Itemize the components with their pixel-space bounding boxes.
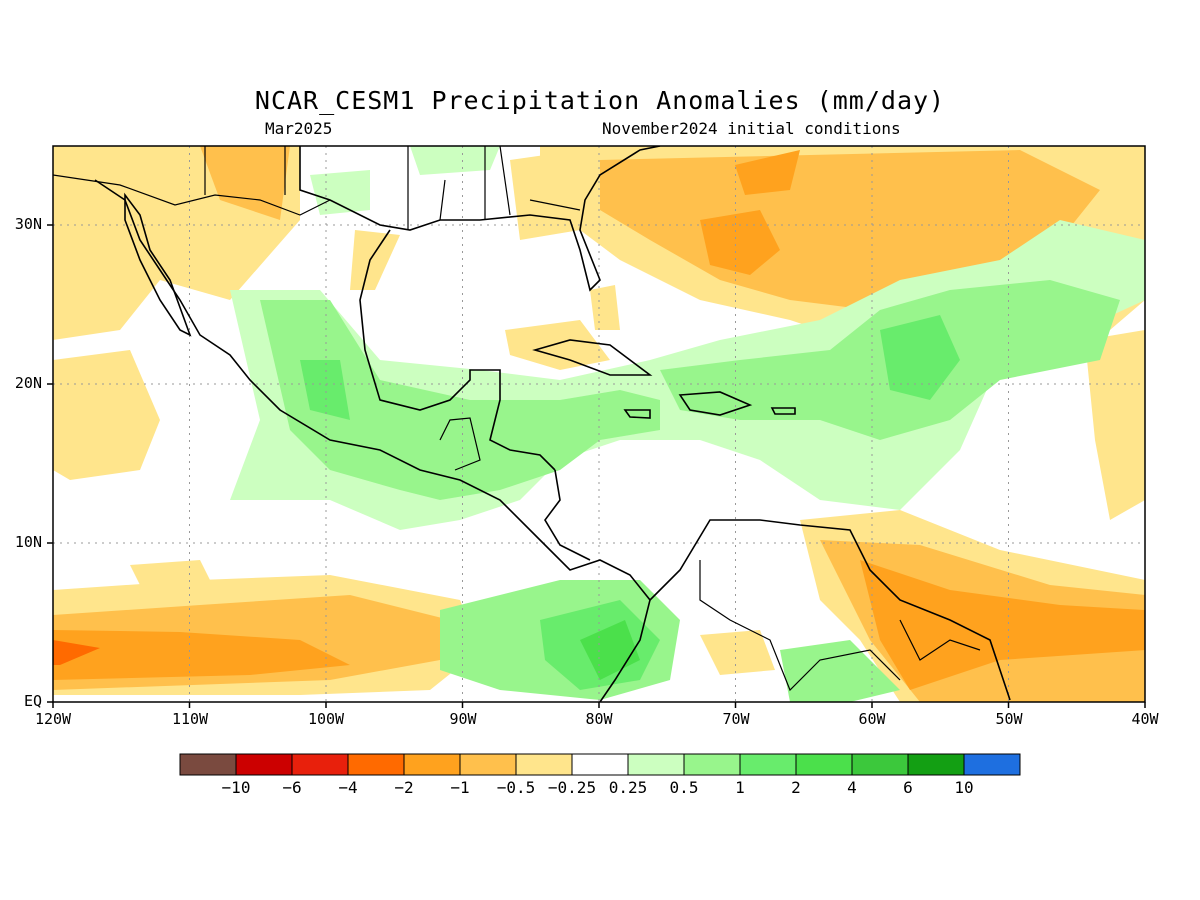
us-state-lines [204,146,581,230]
guianas-borders [899,619,981,661]
x-tick-80w: 80W [585,710,613,728]
wet-anomaly-atlantic-core [880,315,960,400]
x-tick-70w: 70W [722,710,750,728]
mexico-pacific-coast [94,179,651,702]
cuba [532,339,653,376]
y-tick-10n: 10N [14,533,42,551]
x-tick-90w: 90W [449,710,477,728]
dry-anomaly-gulf-west [350,230,400,290]
tick-marks [47,224,1146,708]
y-tick-20n: 20N [14,374,42,392]
south-america-north-coast [649,519,1011,701]
jamaica [623,409,651,419]
dry-anomaly-pacific-south-core [53,630,350,680]
colorbar-swatch-11 [795,753,853,776]
colorbar-swatch-6 [515,753,573,776]
colorbar-label-10: 2 [791,778,801,797]
dry-anomaly-pacific-west [53,350,160,480]
valid-month: Mar2025 [265,119,333,138]
coastlines [94,146,1011,702]
colorbar-swatch-1 [235,753,293,776]
colorbar-swatch-14 [963,753,1021,776]
colorbar-label-5: −0.5 [496,778,536,797]
dry-anomaly-pacific-south-max [53,640,100,665]
wet-anomaly-mexico [260,300,660,500]
wet-anomaly-venezuela [780,640,900,702]
baja-california [124,192,192,337]
colorbar-label-3: −2 [394,778,414,797]
colorbar-swatch-0 [179,753,237,776]
colorbar-label-2: −4 [338,778,358,797]
colorbar-swatch-3 [347,753,405,776]
dry-anomaly-colombia-coast [700,630,775,675]
dry-anomaly-south-america-core [860,560,1145,690]
colorbar-swatch-13 [907,753,965,776]
venezuela-colombia-border [699,560,901,692]
us-mexico-border [53,174,331,216]
hispaniola [678,391,753,416]
dry-anomaly-georgia [510,150,580,240]
puerto-rico [770,407,796,415]
dry-anomaly-cuba [505,320,610,370]
colorbar-swatch-2 [291,753,349,776]
colorbar-swatch-7 [571,753,629,776]
colorbar-label-4: −1 [450,778,470,797]
colorbar-label-13: 10 [954,778,974,797]
colorbar-swatch-10 [739,753,797,776]
colorbar-label-6: −0.25 [547,778,597,797]
dry-anomaly-east-atlantic [1085,330,1145,520]
colorbar-swatch-9 [683,753,741,776]
colorbar-label-1: −6 [282,778,302,797]
borders [53,146,981,692]
colorbar-label-12: 6 [903,778,913,797]
x-tick-40w: 40W [1131,710,1159,728]
colorbar-label-8: 0.5 [669,778,699,797]
colorbar-label-7: 0.25 [608,778,648,797]
x-tick-110w: 110W [171,710,209,728]
colorbar-label-0: −10 [221,778,251,797]
gulf-coast-mexico [359,229,556,471]
colorbar-label-11: 4 [847,778,857,797]
colorbar-swatch-4 [403,753,461,776]
colorbar-swatch-5 [459,753,517,776]
wet-anomaly-north [410,146,500,175]
x-tick-100w: 100W [307,710,345,728]
anomaly-field [53,146,1145,702]
colorbar-swatch-8 [627,753,685,776]
dry-anomaly-atlantic-max [700,210,780,275]
wet-anomaly-us-gulf [310,170,370,215]
y-tick-eq: EQ [23,692,42,710]
map-title: NCAR_CESM1 Precipitation Anomalies (mm/d… [254,86,946,115]
initial-conditions-label: November2024 initial conditions [602,119,901,138]
x-tick-120w: 120W [34,710,72,728]
dry-anomaly-florida [590,285,620,330]
gridlines [53,146,1145,702]
x-tick-50w: 50W [995,710,1023,728]
x-tick-60w: 60W [858,710,886,728]
guatemala-belize [439,417,481,471]
central-america-caribbean [544,469,591,561]
colorbar-label-9: 1 [735,778,745,797]
us-gulf-coast [299,146,661,292]
colorbar-swatch-12 [851,753,909,776]
y-tick-30n: 30N [14,215,42,233]
dry-anomaly-mexico-core [200,146,290,220]
dry-anomaly-atlantic-max-2 [735,150,800,195]
wet-anomaly-yucatan [300,360,350,420]
colorbar [179,753,1021,776]
